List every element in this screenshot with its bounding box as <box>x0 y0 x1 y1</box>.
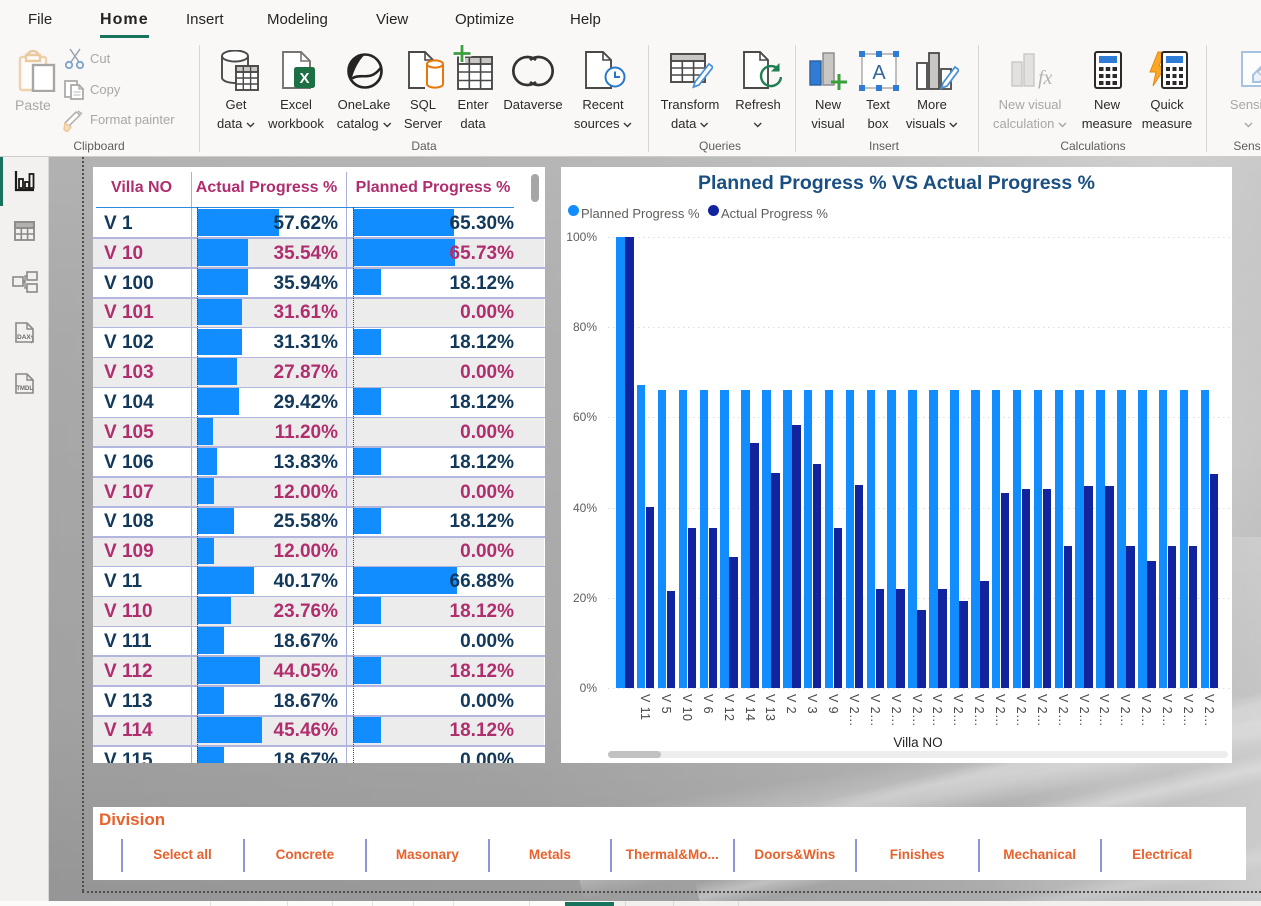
svg-text:A: A <box>872 62 886 84</box>
svg-text:DAX: DAX <box>17 334 31 341</box>
svg-text:TMDL: TMDL <box>16 386 33 392</box>
svg-text:fx: fx <box>1038 67 1053 89</box>
svg-text:X: X <box>299 70 309 87</box>
